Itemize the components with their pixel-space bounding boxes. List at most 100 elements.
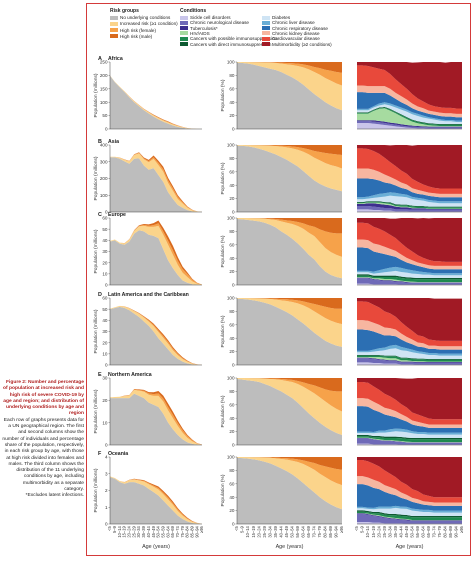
legend-label: Chronic neurological disease [190,20,249,26]
legend-swatch [262,42,270,46]
y-tick-label: 0 [105,443,108,448]
y-tick-label: 150 [100,86,108,91]
legend-item: High risk (male) [110,34,152,39]
area-series-chronic-liver-disease [357,266,462,276]
x-tick-label: 45–49 [151,525,156,537]
legend-label: Cancers with possible immunosuppression [190,36,278,42]
legend-item: Tuberculosis* [180,26,218,31]
legend-swatch [262,31,270,36]
legend-item: Chronic liver disease [262,20,315,25]
area-series-diabetes [357,348,462,359]
area-series-increased-risk-1-condition- [237,218,342,279]
figure-caption: Figure 2: Number and percentage of popul… [2,380,84,500]
area-series-cardiovascular-disease [357,301,462,347]
area-series-chronic-respiratory-disease [357,484,462,511]
area-series-high-risk-male- [237,62,342,73]
legend-item: No underlying conditions [110,15,170,20]
legend-item: Multimorbidity (≥2 conditions) [262,42,332,47]
x-tick-label: 65–69 [426,525,431,537]
area-series-hiv-aids [357,356,462,362]
area-series-high-risk-female- [237,378,342,412]
y-tick-label: 60 [229,481,235,486]
figure-border [86,3,471,556]
legend-swatch [110,34,118,39]
y-tick-label: 60 [229,402,235,407]
area-series-chronic-respiratory-disease [357,92,462,121]
y-axis-label-pct: Population (%) [220,474,226,506]
y-tick-label: 50 [102,113,108,118]
panel-letter: F [98,451,102,457]
area-series-cancers-with-direct-immunosuppression [357,354,462,360]
legend-label: Cancers with direct immunosuppression [190,41,272,47]
area-series-cancers-with-possible-immunosuppression [357,355,462,362]
legend-swatch [262,36,270,41]
y-tick-label: 50 [102,307,108,312]
x-tick-label: 70–74 [175,525,180,537]
legend-conditions-title: Conditions [180,8,207,14]
y-axis-label-count: Population (millions) [93,156,99,200]
x-tick-label: <5 [234,525,239,530]
y-tick-label: 30 [102,329,108,334]
legend-label: High risk (male) [120,33,153,39]
legend-item: Diabetes [262,15,290,20]
legend-label: Sickle cell disorders [190,15,231,20]
y-tick-label: 30 [102,249,108,254]
caption-title: Figure 2: Number and percentage of popul… [3,380,84,417]
x-tick-label: 70–74 [432,525,437,537]
x-tick-label: 50–54 [156,525,161,537]
panel-letter: C [98,212,102,218]
x-tick-label: <5 [354,525,359,530]
area-series-tuberculosis- [357,357,462,363]
y-tick-label: 2 [105,488,108,493]
area-series-high-risk-male- [237,298,342,309]
panel-letter: D [98,292,102,298]
area-series-chronic-kidney-disease [357,398,462,428]
area-series-increased-risk-1-condition- [110,225,202,285]
y-tick-label: 10 [102,351,108,356]
panel-title: Oceania [108,451,128,457]
area-series-sickle-cell-disorders [357,362,462,365]
x-tick-label: 5–9 [360,525,365,533]
area-series-no-underlying-conditions [237,457,342,524]
area-series-cancers-with-direct-immunosuppression [357,510,462,518]
x-tick-label: 15–19 [371,525,376,537]
panel-title: Asia [108,139,119,145]
legend-label: Chronic liver disease [272,20,315,26]
area-series-chronic-kidney-disease [357,85,462,118]
x-tick-label: 10–14 [365,525,370,537]
area-series-no-underlying-conditions [237,62,342,129]
x-tick-label: 10–14 [117,525,122,537]
y-tick-label: 40 [229,416,235,421]
x-tick-label: 50–54 [409,525,414,537]
area-series-high-risk-male- [110,476,202,524]
area-series-chronic-liver-disease [357,344,462,356]
area-series-chronic-kidney-disease [357,168,462,198]
y-tick-label: 60 [102,216,108,221]
y-tick-label: 0 [232,522,235,527]
y-tick-label: 20 [229,349,235,354]
x-tick-label: 30–34 [136,525,141,537]
area-series-chronic-neurological-disease [357,438,462,445]
y-tick-label: 0 [105,127,108,132]
y-tick-label: 80 [229,468,235,473]
y-tick-label: 60 [229,169,235,174]
area-series-cancers-with-direct-immunosuppression [357,434,462,440]
x-tick-label: 55–59 [295,525,300,537]
y-tick-label: 20 [102,398,108,403]
area-series-cardiovascular-disease [357,65,462,114]
x-axis-title: Age (years) [142,544,170,550]
caption-footnote: *Excludes latent infections. [25,493,84,499]
panel-letter: B [98,139,102,145]
legend-swatch [180,15,188,20]
area-series-high-risk-male- [237,145,342,156]
x-tick-label: 75–79 [437,525,442,537]
y-tick-label: 0 [232,443,235,448]
area-series-increased-risk-1-condition- [237,145,342,192]
x-tick-label: 65–69 [306,525,311,537]
y-axis-label-count: Population (millions) [93,309,99,353]
x-tick-label: 60–64 [165,525,170,537]
area-series-chronic-kidney-disease [357,239,462,270]
area-series-chronic-kidney-disease [357,476,462,506]
y-tick-label: 40 [102,238,108,243]
panel-title: Africa [108,56,123,62]
